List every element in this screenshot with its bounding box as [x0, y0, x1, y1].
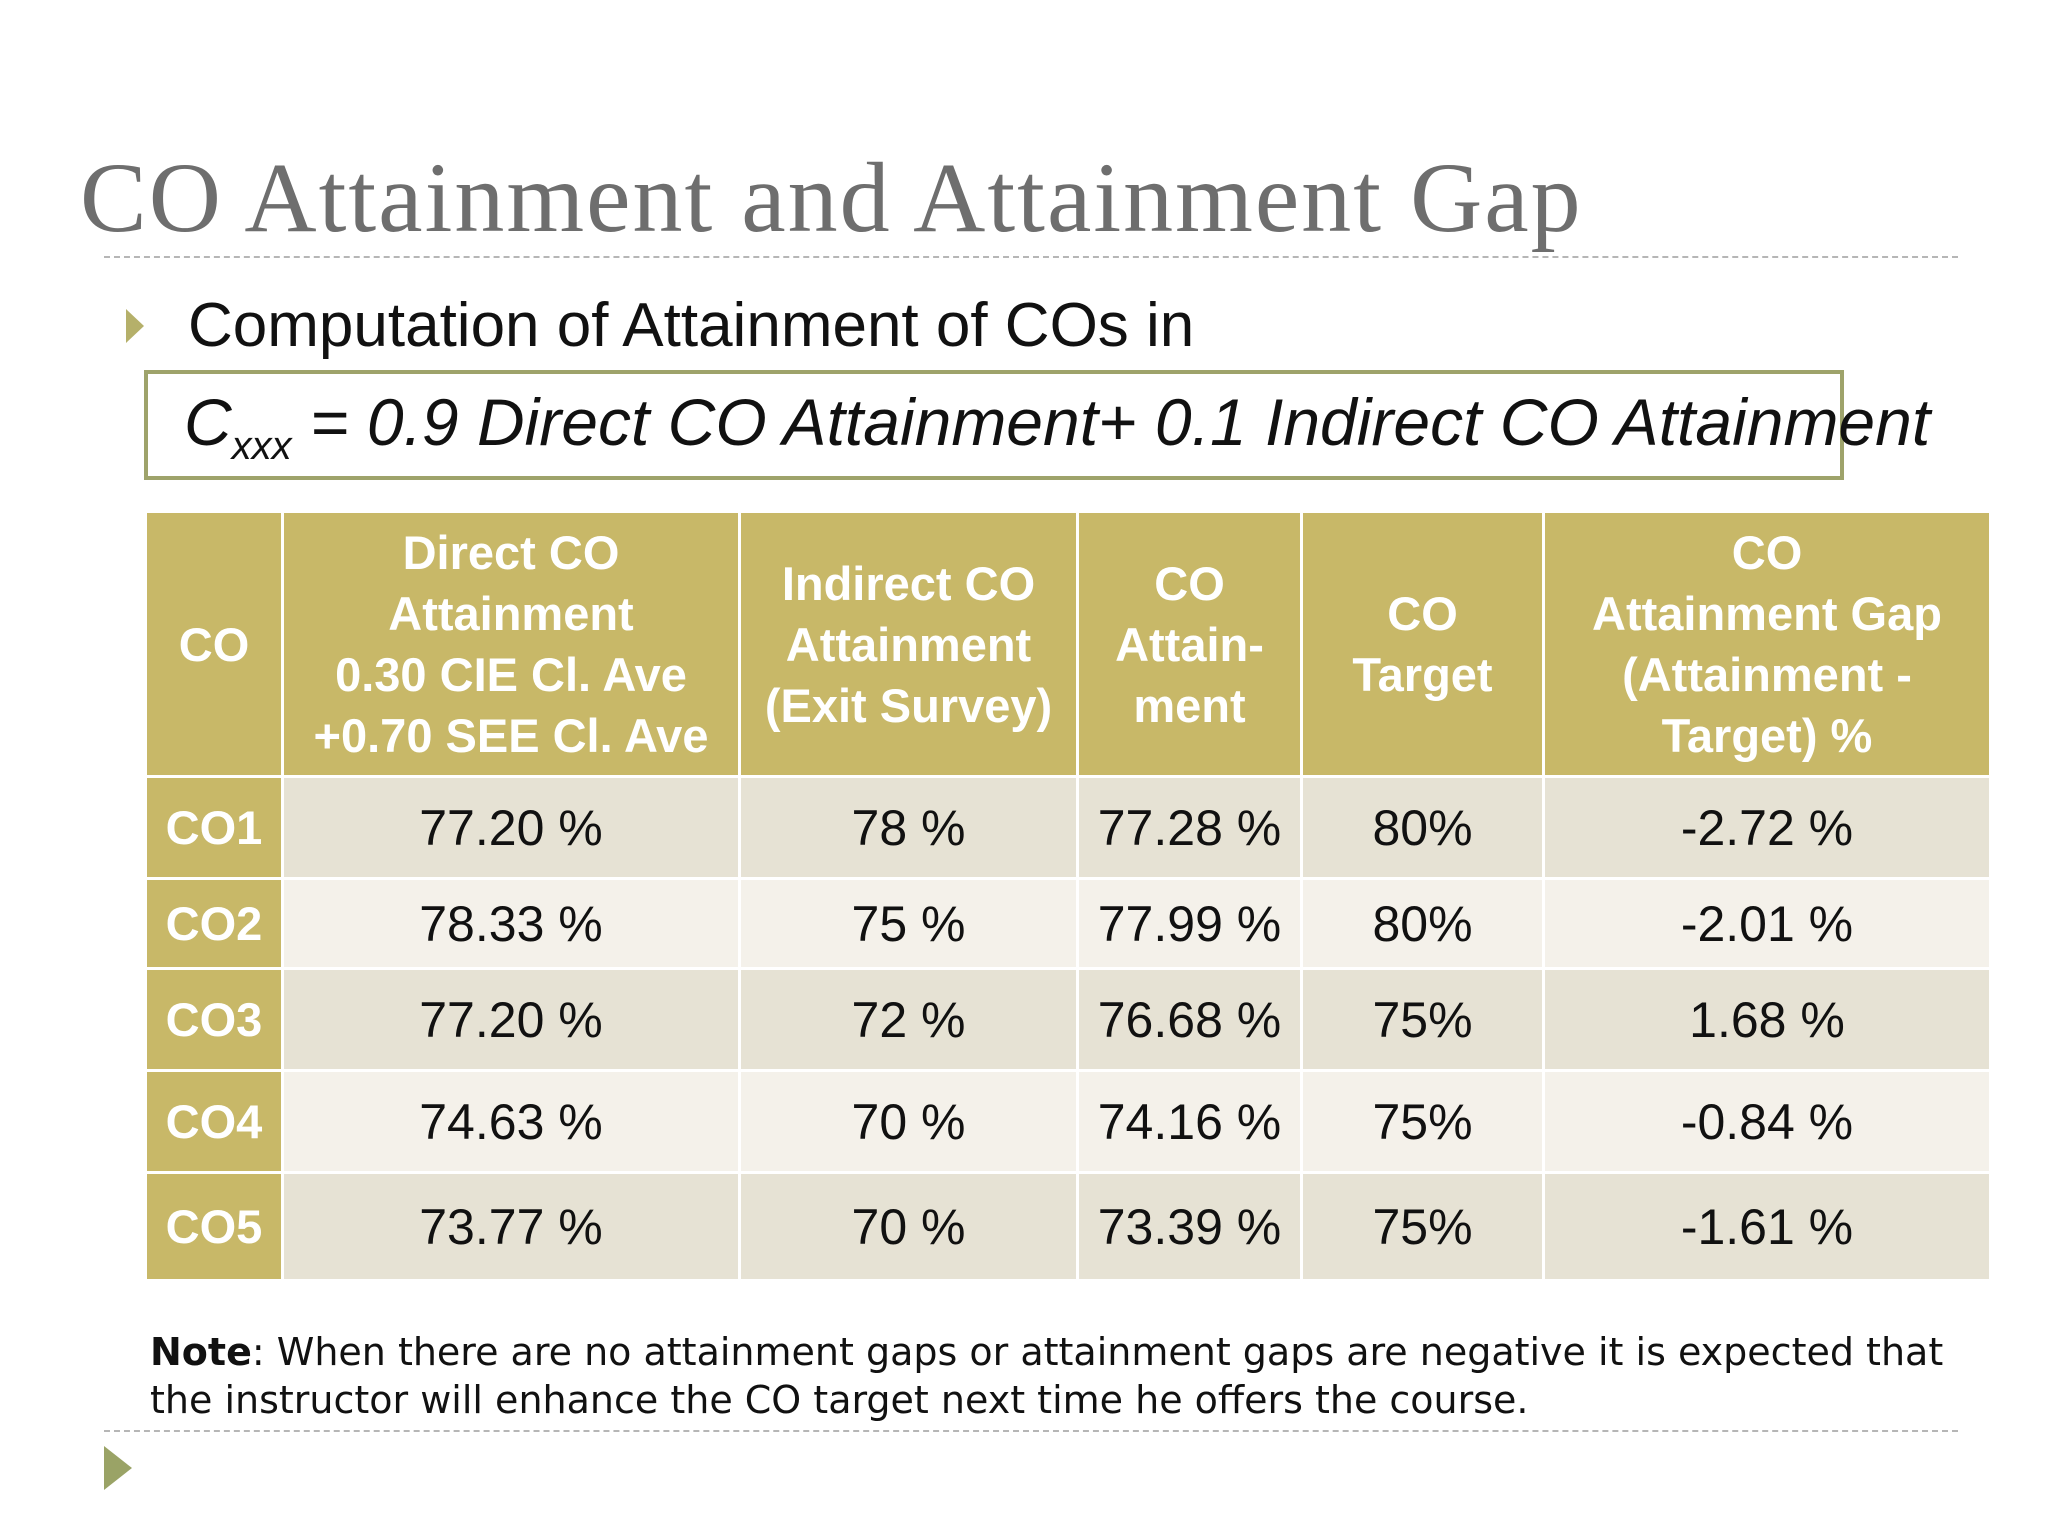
direct-co-attainment-cell: 77.20 % [281, 775, 741, 880]
table-row: CO4 74.63 % 70 % 74.16 % 75% -0.84 % [144, 1069, 1992, 1174]
co-attainment-cell: 76.68 % [1076, 967, 1303, 1072]
header-line: Attainment Gap [1592, 587, 1942, 640]
co-id-cell: CO2 [144, 877, 284, 970]
header-line: +0.70 SEE Cl. Ave [313, 709, 709, 762]
bullet-item: Computation of Attainment of COs in [126, 290, 1194, 361]
title-divider [104, 256, 1958, 258]
table-row: CO2 78.33 % 75 % 77.99 % 80% -2.01 % [144, 877, 1992, 970]
header-line: (Exit Survey) [764, 678, 1053, 732]
header-line: CO [178, 617, 250, 671]
direct-co-attainment-cell: 78.33 % [281, 877, 741, 970]
note-text: : When there are no attainment gaps or a… [150, 1330, 1944, 1422]
co-attainment-gap-cell: -2.72 % [1542, 775, 1992, 880]
header-line: Target [1352, 648, 1493, 701]
co-id-cell: CO3 [144, 967, 284, 1072]
header-line: Attain- [1115, 617, 1264, 671]
table-row: CO1 77.20 % 78 % 77.28 % 80% -2.72 % [144, 775, 1992, 880]
direct-co-attainment-cell: 73.77 % [281, 1171, 741, 1282]
header-line: Attainment [388, 587, 634, 640]
note: Note: When there are no attainment gaps … [150, 1328, 1980, 1424]
header-line: Indirect CO [781, 556, 1036, 610]
formula: Cxxx = 0.9 Direct CO Attainment+ 0.1 Ind… [184, 384, 1930, 469]
triangle-bullet-icon [126, 308, 144, 343]
bullet-text: Computation of Attainment of COs in [188, 291, 1195, 360]
indirect-co-attainment-cell: 70 % [738, 1069, 1079, 1174]
co-id-cell: CO4 [144, 1069, 284, 1174]
header-line: (Attainment - [1622, 648, 1912, 701]
slide-title: CO Attainment and Attainment Gap [80, 142, 1583, 253]
indirect-co-attainment-cell: 78 % [738, 775, 1079, 880]
co-target-cell: 75% [1300, 967, 1545, 1072]
co-attainment-cell: 77.28 % [1076, 775, 1303, 880]
direct-co-attainment-cell: 74.63 % [281, 1069, 741, 1174]
co-target-cell: 80% [1300, 775, 1545, 880]
co-attainment-gap-cell: -0.84 % [1542, 1069, 1992, 1174]
indirect-co-attainment-cell: 75 % [738, 877, 1079, 970]
table-row: CO3 77.20 % 72 % 76.68 % 75% 1.68 % [144, 967, 1992, 1072]
header-line: CO [1731, 526, 1803, 579]
table-row: CO5 73.77 % 70 % 73.39 % 75% -1.61 % [144, 1171, 1992, 1282]
footer-divider [104, 1430, 1958, 1432]
next-slide-arrow-icon[interactable] [104, 1446, 132, 1490]
table-body: CO1 77.20 % 78 % 77.28 % 80% -2.72 % CO2 78.33 … [144, 775, 1992, 1282]
header-co-attainment: CO Attain-ment [1076, 510, 1303, 778]
co-attainment-gap-cell: -1.61 % [1542, 1171, 1992, 1282]
header-line: Direct CO [402, 526, 620, 579]
direct-co-attainment-cell: 77.20 % [281, 967, 741, 1072]
header-co-target: CO Target [1300, 510, 1545, 778]
co-attainment-cell: 74.16 % [1076, 1069, 1303, 1174]
co-attainment-cell: 77.99 % [1076, 877, 1303, 970]
co-attainment-cell: 73.39 % [1076, 1171, 1303, 1282]
co-attainment-gap-cell: -2.01 % [1542, 877, 1992, 970]
header-line: 0.30 CIE Cl. Ave [335, 648, 687, 701]
header-line: Target) % [1661, 709, 1873, 762]
header-direct-co-attainment: Direct CO Attainment 0.30 CIE Cl. Ave +0.70… [281, 510, 741, 778]
header-line: CO [1387, 587, 1458, 640]
co-id-cell: CO5 [144, 1171, 284, 1282]
formula-symbol: C [184, 385, 232, 459]
co-id-cell: CO1 [144, 775, 284, 880]
co-target-cell: 75% [1300, 1069, 1545, 1174]
note-label: Note [150, 1330, 252, 1374]
indirect-co-attainment-cell: 72 % [738, 967, 1079, 1072]
header-line: CO [1154, 556, 1225, 610]
header-line: Attainment [785, 617, 1032, 671]
header-line: ment [1133, 678, 1246, 732]
formula-box [144, 370, 1844, 480]
co-attainment-table: CO Direct CO Attainment 0.30 CIE Cl. Ave +0.… [144, 510, 1992, 1282]
header-co: CO [144, 510, 284, 778]
header-attainment-gap: CO Attainment Gap (Attainment - Target) % [1542, 510, 1992, 778]
co-target-cell: 75% [1300, 1171, 1545, 1282]
co-target-cell: 80% [1300, 877, 1545, 970]
header-indirect-co-attainment: Indirect CO Attainment (Exit Survey) [738, 510, 1079, 778]
co-attainment-gap-cell: 1.68 % [1542, 967, 1992, 1072]
table-header-row: CO Direct CO Attainment 0.30 CIE Cl. Ave +0.… [144, 510, 1992, 778]
indirect-co-attainment-cell: 70 % [738, 1171, 1079, 1282]
formula-subscript: xxx [231, 424, 292, 468]
formula-expression: = 0.9 Direct CO Attainment+ 0.1 Indirect… [291, 385, 1931, 459]
